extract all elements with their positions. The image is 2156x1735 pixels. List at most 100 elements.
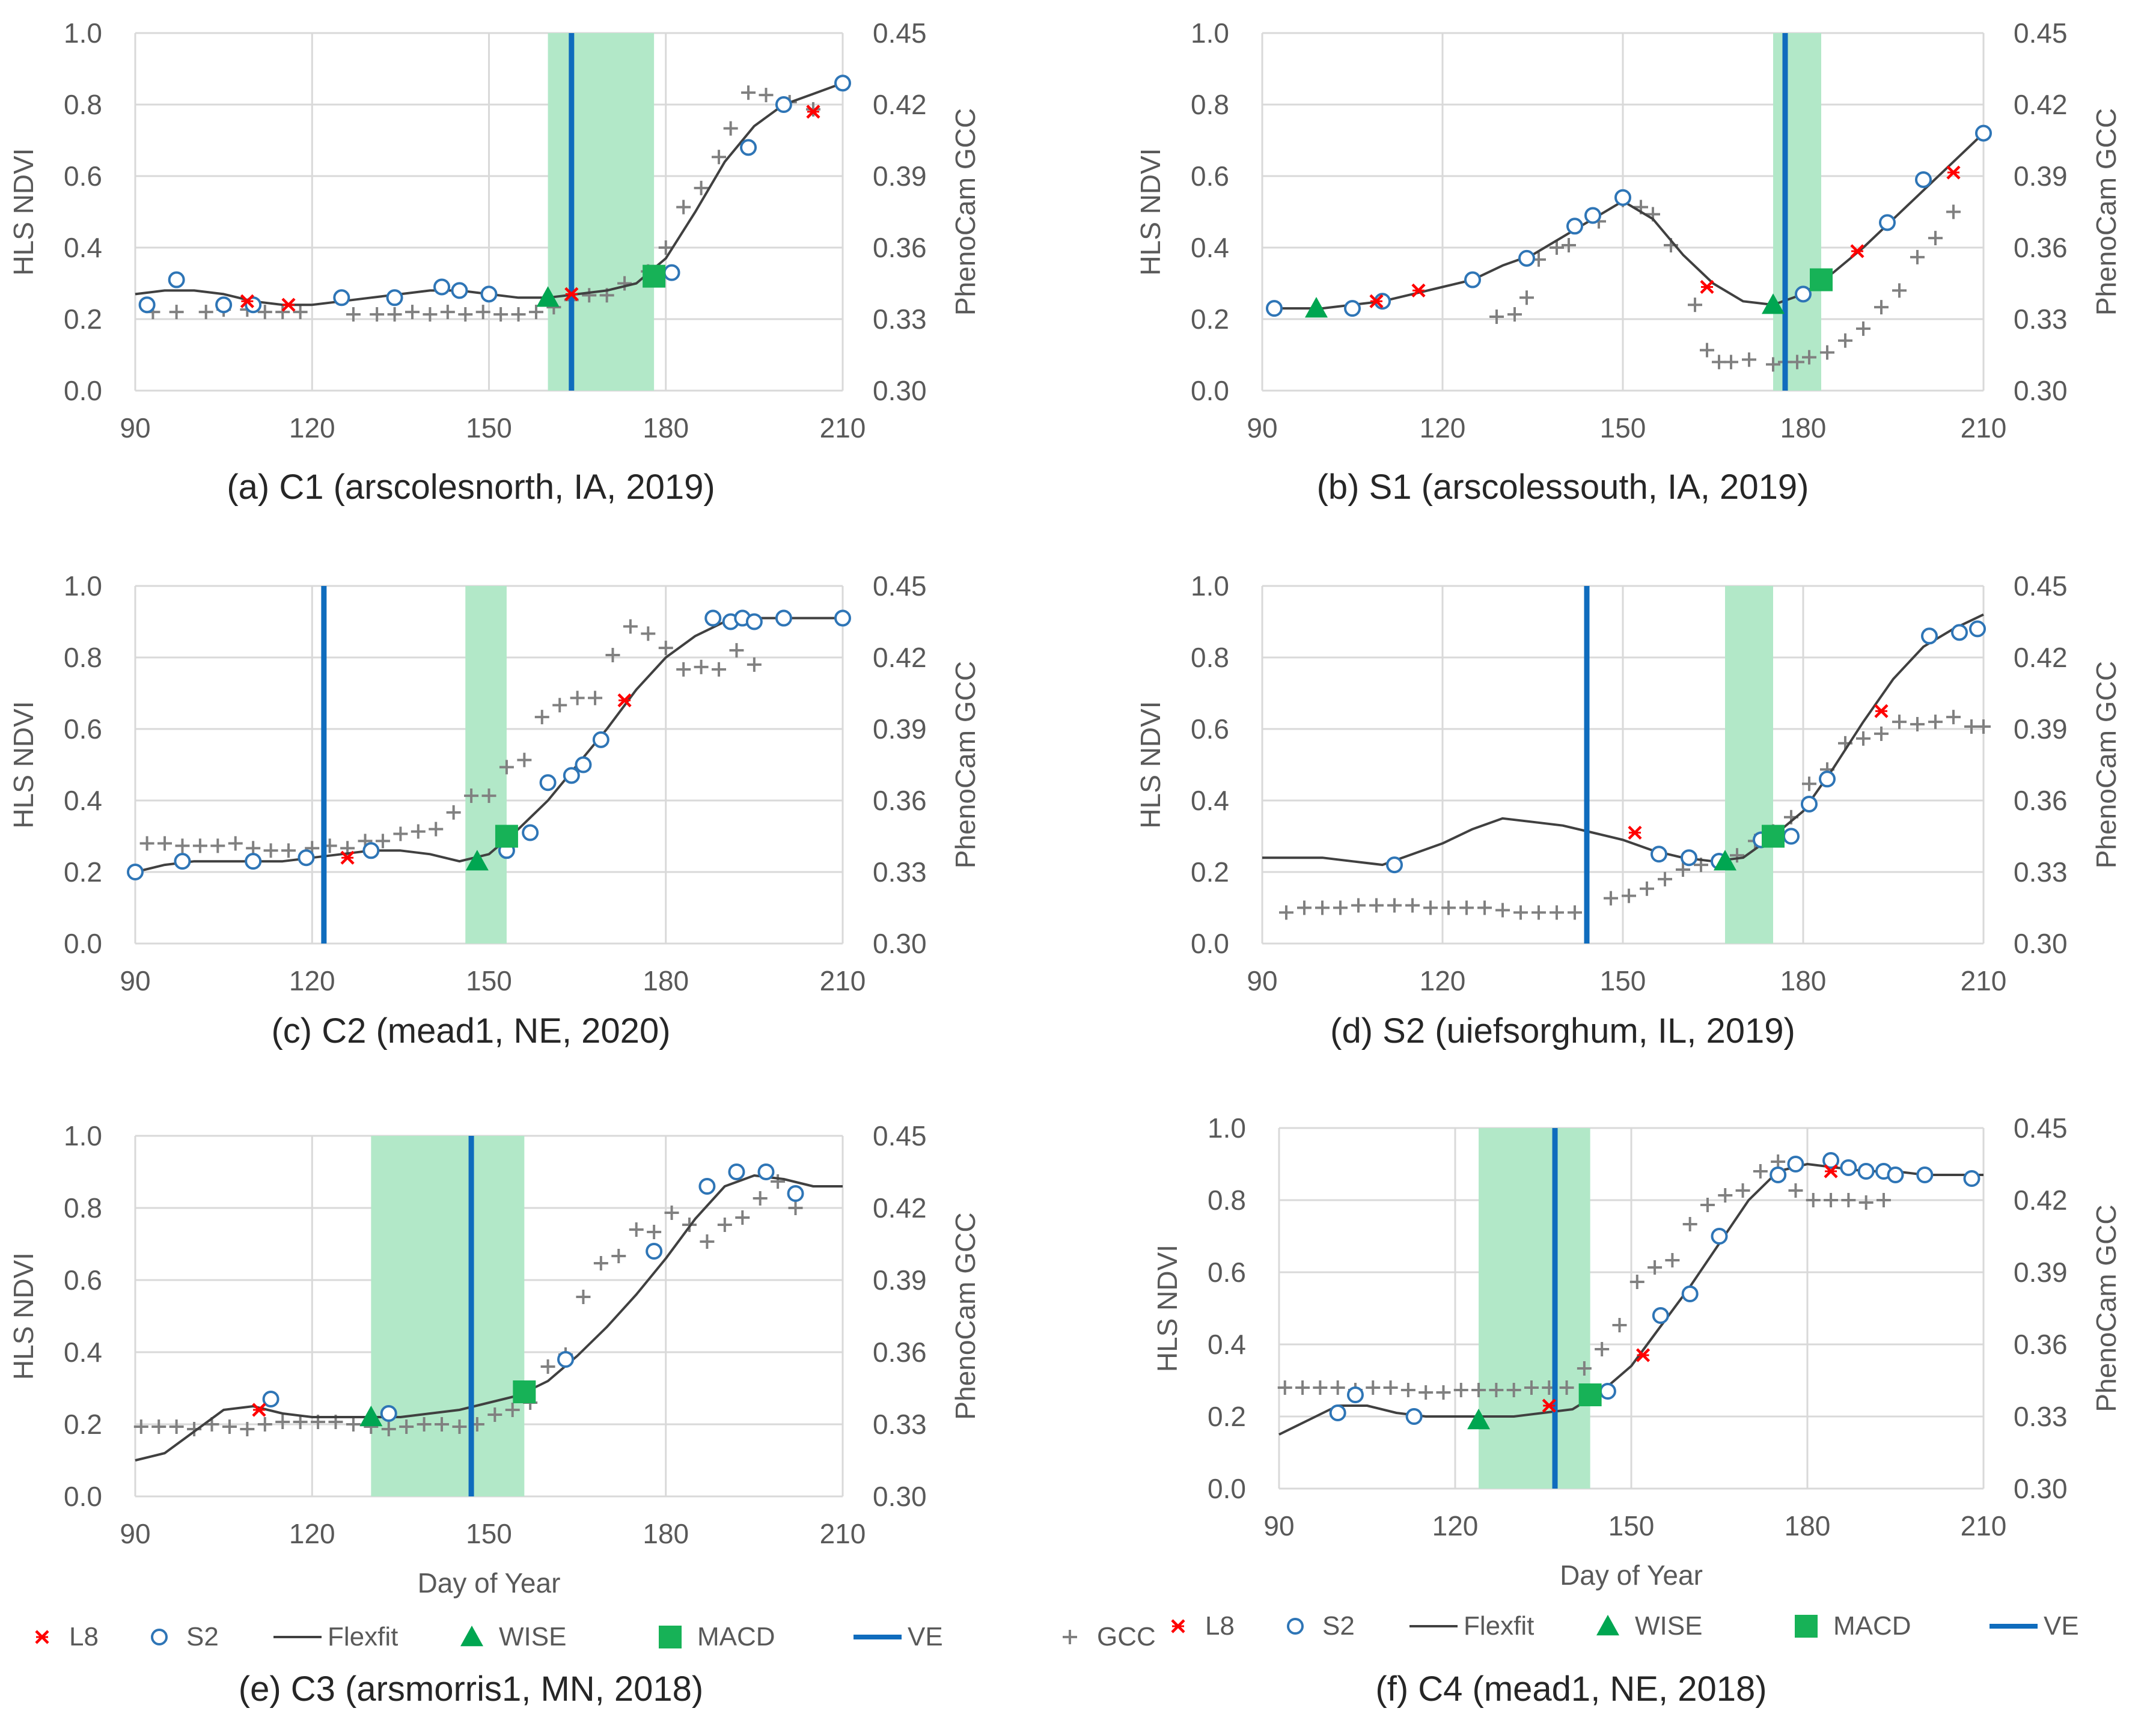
gcc-point xyxy=(1658,871,1672,886)
gcc-point xyxy=(257,1417,272,1432)
legend-item-gcc: GCC xyxy=(1063,1622,1156,1651)
s2-point xyxy=(245,853,262,870)
gcc-point xyxy=(1766,357,1780,372)
gcc-point xyxy=(771,1174,786,1189)
x-tick-label: 150 xyxy=(1600,412,1646,444)
l8-point xyxy=(1635,1348,1651,1362)
legend-item-macd: MACD xyxy=(1795,1611,1911,1641)
y-tick-label: 0.6 xyxy=(64,160,102,192)
macd-point xyxy=(1810,268,1833,291)
gcc-point xyxy=(723,121,738,136)
gcc-point xyxy=(1790,355,1804,370)
gcc-point xyxy=(1277,1380,1292,1395)
y2-tick-label: 0.39 xyxy=(2014,713,2068,745)
gcc-point xyxy=(1612,1318,1627,1332)
y-tick-label: 0.6 xyxy=(64,1264,102,1296)
s2-point xyxy=(1681,1285,1699,1302)
gcc-point xyxy=(1874,726,1889,741)
gcc-point xyxy=(1369,898,1384,913)
y2-tick-label: 0.33 xyxy=(2014,303,2068,335)
s2-point xyxy=(834,75,851,92)
y-tick-label: 0.6 xyxy=(1191,713,1229,745)
y-axis-title: HLS NDVI xyxy=(8,701,39,828)
legend-item-l8: L8 xyxy=(1171,1611,1235,1641)
y-axis-title: HLS NDVI xyxy=(8,1252,39,1380)
x-tick-label: 120 xyxy=(289,1518,335,1549)
s2-point xyxy=(333,289,350,306)
gcc-point xyxy=(429,822,444,837)
y-tick-label: 0.8 xyxy=(1208,1185,1246,1216)
gcc-point xyxy=(1730,848,1744,863)
x-tick-label: 180 xyxy=(643,965,689,996)
x-tick-label: 120 xyxy=(289,965,335,996)
s2-point xyxy=(1819,770,1836,788)
legend-item-s2: S2 xyxy=(151,1622,219,1651)
y-tick-label: 0.0 xyxy=(64,928,102,959)
gcc-point xyxy=(1495,903,1510,918)
gcc-point xyxy=(458,307,473,322)
gcc-point xyxy=(487,1407,502,1422)
gcc-point xyxy=(257,305,272,320)
gcc-point xyxy=(1513,905,1528,920)
y-tick-label: 1.0 xyxy=(64,570,102,602)
y2-tick-label: 0.39 xyxy=(873,713,927,745)
macd-point xyxy=(513,1380,536,1403)
gcc-point xyxy=(1489,309,1504,325)
s2-point xyxy=(1879,214,1896,231)
gcc-point xyxy=(198,305,213,320)
gcc-point xyxy=(1742,352,1756,367)
x-tick-label: 180 xyxy=(643,1518,689,1549)
x-tick-label: 120 xyxy=(1420,965,1466,996)
legend-label: Flexfit xyxy=(1464,1611,1534,1641)
s2-point xyxy=(1951,624,1968,641)
gcc-point xyxy=(505,1403,520,1417)
s2-point xyxy=(1795,285,1812,303)
gcc-point xyxy=(1718,1188,1733,1203)
legend-label: L8 xyxy=(1205,1611,1235,1641)
y-tick-label: 0.2 xyxy=(64,303,102,335)
y2-tick-label: 0.39 xyxy=(873,1264,927,1296)
gcc-point xyxy=(741,85,756,100)
l8-point xyxy=(1411,283,1426,297)
s2-point xyxy=(522,824,539,841)
y2-tick-label: 0.45 xyxy=(2014,570,2068,602)
s2-point xyxy=(1783,828,1800,845)
gcc-point xyxy=(1946,204,1961,219)
legend-item-macd: MACD xyxy=(659,1622,775,1651)
s2-point xyxy=(592,731,609,748)
gcc-point xyxy=(1856,321,1870,336)
panel-caption: (e) C3 (arsmorris1, MN, 2018) xyxy=(239,1669,703,1709)
gcc-point xyxy=(222,1419,237,1434)
y2-tick-label: 0.45 xyxy=(873,17,927,49)
gcc-point xyxy=(1383,1380,1398,1395)
l8-point xyxy=(1542,1398,1556,1413)
gcc-point xyxy=(1405,898,1420,913)
y2-axis-title: PhenoCam GCC xyxy=(950,1212,981,1419)
l8-point xyxy=(1850,244,1864,258)
s2-point xyxy=(1801,795,1818,813)
chart-panel-e: 0.0 0.2 0.4 0.6 0.8 1.0 0.30 0.33 0.36 0.39 0.42 0.… xyxy=(8,1120,981,1709)
y2-tick-label: 0.45 xyxy=(2014,17,2068,49)
gcc-point xyxy=(1313,1380,1328,1395)
gcc-point xyxy=(1910,249,1925,264)
s2-point xyxy=(451,282,468,299)
y2-tick-label: 0.42 xyxy=(873,642,927,673)
gcc-point xyxy=(511,307,526,322)
gcc-point xyxy=(729,643,744,658)
y2-tick-label: 0.36 xyxy=(2014,785,2068,816)
y2-tick-label: 0.36 xyxy=(2014,1329,2068,1360)
macd-point xyxy=(1578,1383,1602,1406)
y2-tick-label: 0.30 xyxy=(873,1481,927,1512)
gcc-point xyxy=(1366,1380,1381,1395)
y-tick-label: 1.0 xyxy=(64,17,102,49)
gcc-point xyxy=(151,1419,166,1434)
s2-point xyxy=(834,609,851,627)
x-tick-label: 210 xyxy=(820,965,866,996)
y-tick-label: 0.0 xyxy=(64,375,102,406)
l8-point xyxy=(35,1630,49,1644)
gcc-point xyxy=(446,805,461,820)
y-tick-label: 0.2 xyxy=(64,1409,102,1440)
gcc-point xyxy=(1441,900,1456,915)
gcc-point xyxy=(552,698,567,713)
